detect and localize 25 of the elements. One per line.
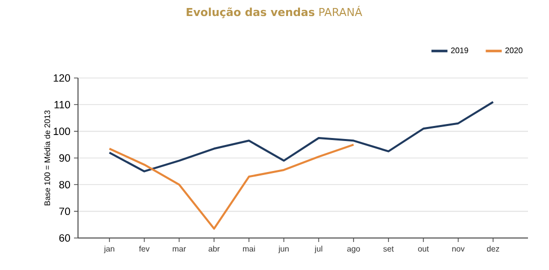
y-tick-label: 80 bbox=[59, 180, 70, 188]
y-tick-label: 120 bbox=[54, 74, 70, 82]
line-series bbox=[108, 144, 355, 230]
y-tick-label: 90 bbox=[59, 154, 70, 162]
x-tick-label: set bbox=[383, 246, 394, 252]
x-tick-label: ago bbox=[347, 247, 360, 254]
x-tick-label: jan bbox=[104, 246, 114, 254]
y-tick-label: 70 bbox=[59, 208, 70, 216]
x-tick-label: jun bbox=[278, 246, 289, 254]
legend-label: 2019 bbox=[451, 48, 468, 54]
legend-label: 2020 bbox=[505, 48, 522, 54]
x-tick-label: mar bbox=[172, 247, 186, 252]
y-axis-title: Base 100 = Média de 2013 bbox=[44, 110, 50, 206]
x-tick-label: dez bbox=[486, 246, 500, 252]
x-tick-label: mai bbox=[243, 246, 255, 252]
y-tick-label: 100 bbox=[54, 128, 70, 136]
y-tick-label: 110 bbox=[54, 100, 70, 108]
x-tick-label: out bbox=[418, 246, 429, 252]
x-tick-label: jul bbox=[314, 246, 322, 254]
y-tick-label: 60 bbox=[59, 234, 70, 242]
chart-title: Evolução das vendas PARANÁ bbox=[186, 6, 362, 18]
x-tick-label: fev bbox=[139, 246, 150, 252]
x-tick-label: nov bbox=[452, 247, 465, 252]
x-tick-label: abr bbox=[208, 246, 220, 252]
line-series bbox=[108, 100, 494, 172]
